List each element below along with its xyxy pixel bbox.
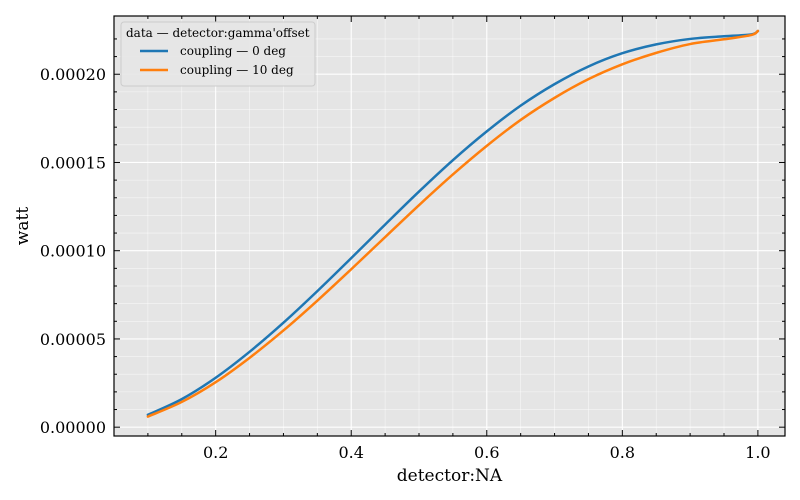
y-tick-label: 0.00005 (40, 330, 106, 349)
legend-box (120, 21, 316, 87)
x-tick-label: 0.6 (474, 443, 499, 462)
series-line-1 (146, 29, 760, 418)
legend-title: data — detector:gamma'offset (126, 26, 310, 40)
y-tick-label: 0.00000 (40, 418, 106, 437)
x-axis-label: detector:NA (397, 466, 503, 486)
y-tick-label: 0.00010 (40, 242, 106, 261)
x-tick-label: 0.8 (610, 443, 635, 462)
x-tick-label: 0.4 (338, 443, 363, 462)
series-line-0 (146, 29, 760, 417)
y-tick-label: 0.00020 (40, 65, 106, 84)
series-layer (146, 29, 760, 418)
tick-layer: 0.2 0.4 0.6 0.8 1.0 0.00000 0.00005 0.00010 0.00… (40, 16, 785, 462)
legend-entry-1: coupling — 10 deg (180, 63, 294, 77)
legend: data — detector:gamma'offset coupling — … (120, 21, 316, 87)
x-tick-label: 0.2 (203, 443, 228, 462)
y-tick-label: 0.00015 (40, 153, 106, 172)
y-axis-label: watt (13, 207, 33, 246)
plot-frame (113, 15, 786, 437)
legend-entry-0: coupling — 0 deg (180, 44, 286, 58)
grid-layer (114, 16, 785, 436)
x-tick-label: 1.0 (745, 443, 770, 462)
